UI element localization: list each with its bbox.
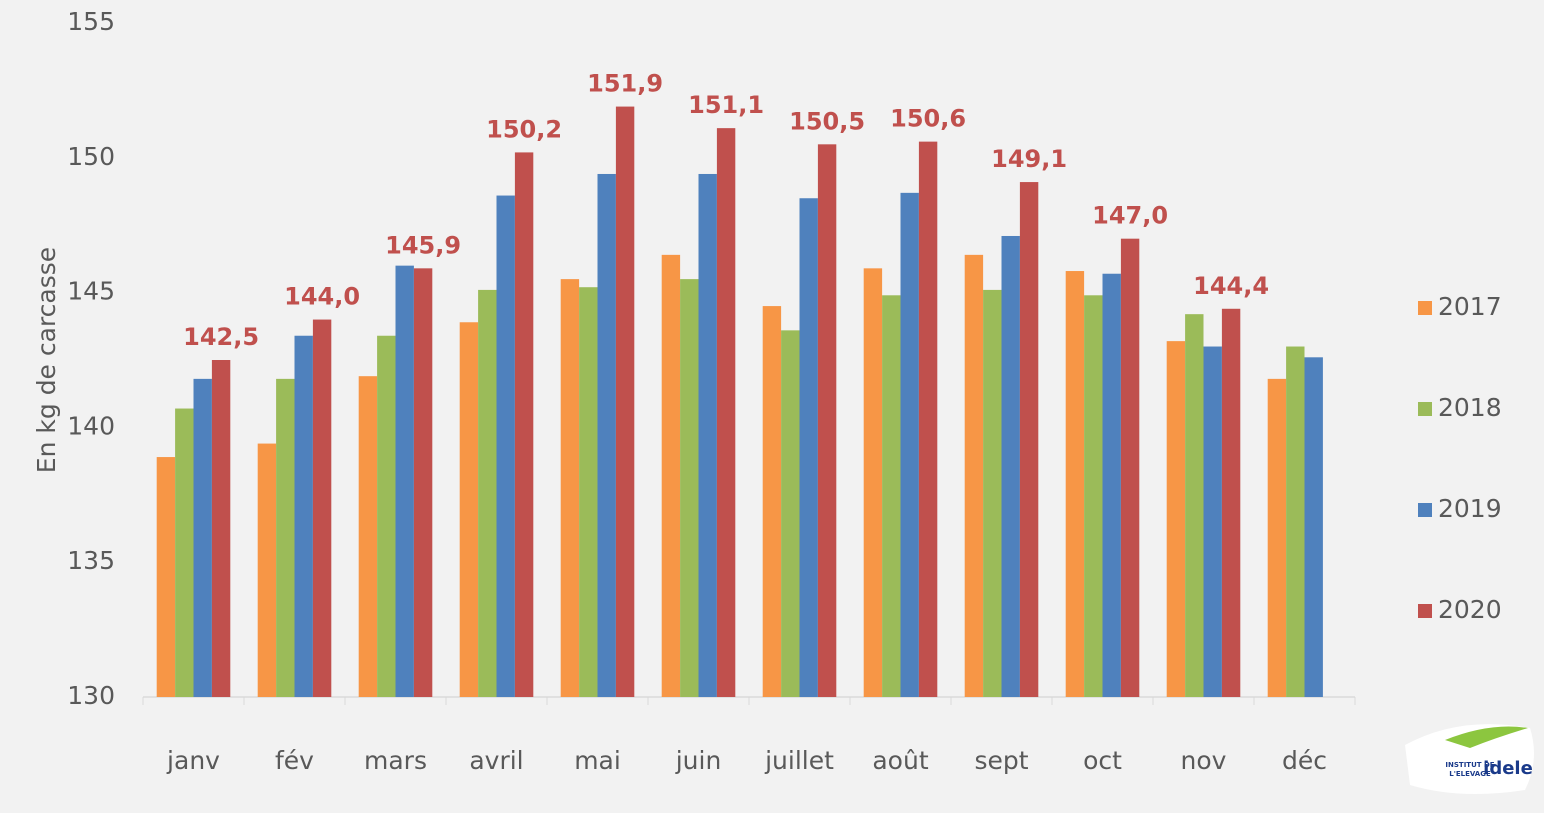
y-tick-label: 150 [67, 142, 115, 171]
data-label: 150,5 [789, 107, 865, 135]
x-tick-label: nov [1181, 746, 1227, 775]
bar [781, 330, 800, 697]
y-tick-label: 130 [67, 681, 115, 710]
legend-label: 2017 [1438, 292, 1502, 321]
legend-label: 2018 [1438, 393, 1502, 422]
x-tick-label: juillet [764, 746, 834, 775]
bar [560, 279, 580, 697]
bar [964, 254, 984, 697]
bar [211, 360, 231, 697]
data-label: 147,0 [1092, 202, 1168, 230]
bar [1001, 235, 1020, 697]
bar [257, 443, 277, 697]
bar [496, 195, 515, 697]
bar [799, 198, 818, 698]
legend-swatch [1418, 402, 1432, 416]
data-label: 150,2 [486, 115, 562, 143]
bar [377, 335, 396, 697]
y-axis-title: En kg de carcasse [32, 247, 61, 473]
x-tick-label: mars [364, 746, 427, 775]
legend-label: 2019 [1438, 494, 1502, 523]
bar [1221, 308, 1241, 697]
bar [615, 106, 635, 698]
legend-swatch [1418, 604, 1432, 618]
x-tick-label: janv [166, 746, 220, 775]
bar [716, 128, 736, 698]
y-tick-label: 145 [67, 277, 115, 306]
bar [358, 376, 378, 697]
bar [1267, 378, 1287, 697]
bar [413, 268, 433, 697]
bar [1203, 346, 1222, 697]
y-tick-label: 140 [67, 411, 115, 440]
bar [1102, 273, 1121, 697]
bar [579, 287, 598, 697]
legend-swatch [1418, 301, 1432, 315]
x-tick-label: fév [275, 746, 314, 775]
y-tick-label: 135 [67, 546, 115, 575]
bar [1286, 346, 1305, 697]
bar [1166, 341, 1186, 697]
bar [175, 408, 194, 697]
x-tick-label: août [872, 746, 928, 775]
legend-swatch [1418, 503, 1432, 517]
bar [156, 457, 176, 697]
bar [900, 192, 919, 697]
logo-swoosh [1445, 726, 1528, 748]
bar [478, 289, 497, 697]
data-label: 144,0 [284, 283, 360, 311]
bar [863, 268, 883, 697]
data-label: 151,1 [688, 91, 764, 119]
x-tick-label: déc [1282, 746, 1327, 775]
bar [918, 141, 938, 697]
logo-text: INSTITUT DE [1445, 761, 1494, 769]
data-label: 150,6 [890, 105, 966, 133]
data-label: 149,1 [991, 145, 1067, 173]
bar [983, 289, 1002, 697]
legend-label: 2020 [1438, 595, 1502, 624]
x-tick-label: mai [574, 746, 621, 775]
bar [817, 144, 837, 697]
bar [1120, 238, 1140, 697]
bar [276, 378, 295, 697]
bar [294, 335, 313, 697]
logo-shape [1405, 724, 1534, 794]
bar [882, 295, 901, 697]
x-tick-label: sept [974, 746, 1028, 775]
bar [762, 306, 782, 697]
logo-text: L'ELEVAGE [1449, 770, 1491, 778]
bar [395, 265, 414, 697]
bar [1185, 314, 1204, 697]
bar [1084, 295, 1103, 697]
data-label: 151,9 [587, 70, 663, 98]
bar [1304, 357, 1323, 697]
bar [698, 173, 717, 697]
data-label: 142,5 [183, 323, 259, 351]
bar [661, 254, 681, 697]
x-tick-label: oct [1083, 746, 1122, 775]
x-tick-label: juin [675, 746, 722, 775]
bar [514, 152, 534, 697]
y-tick-label: 155 [67, 7, 115, 36]
bar [1065, 271, 1085, 697]
bar [1019, 182, 1039, 698]
logo-brand: idele [1483, 758, 1533, 779]
bar [312, 319, 332, 697]
data-label: 144,4 [1193, 272, 1269, 300]
logo: INSTITUT DE L'ELEVAGE idele [1405, 724, 1534, 794]
bar [597, 173, 616, 697]
bar [680, 279, 699, 697]
bar [193, 378, 212, 697]
data-label: 145,9 [385, 231, 461, 259]
x-tick-label: avril [469, 746, 523, 775]
bar [459, 322, 479, 697]
